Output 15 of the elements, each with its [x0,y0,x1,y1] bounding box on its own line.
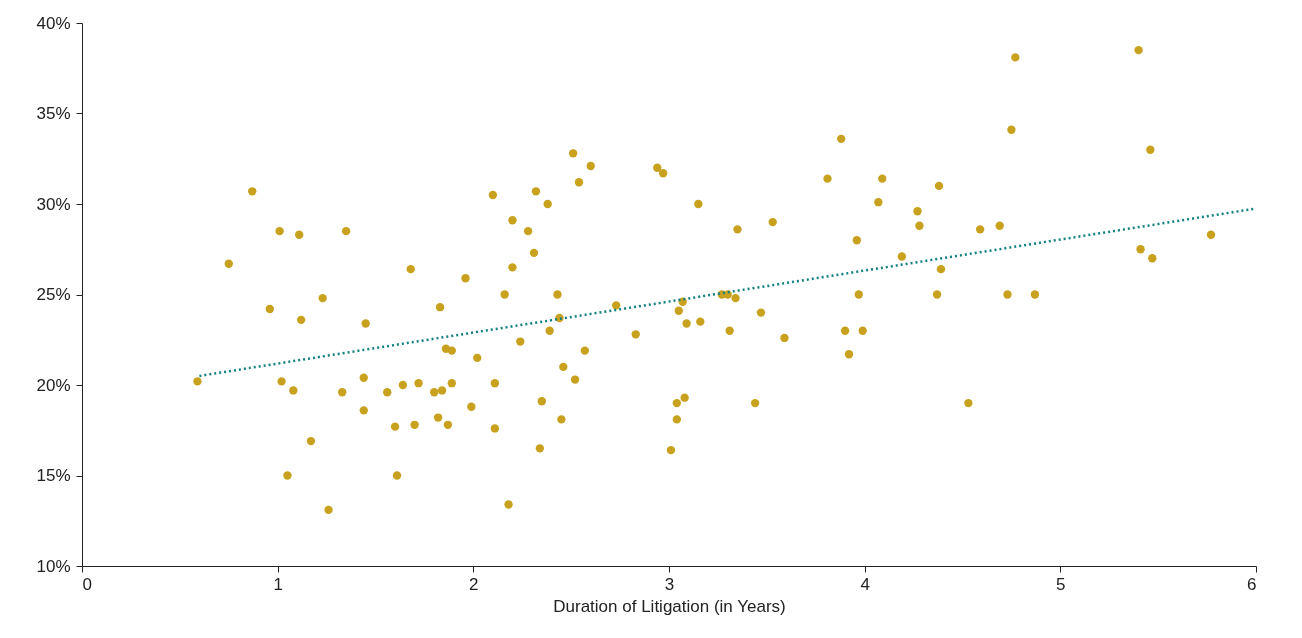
y-tick-label: 20% [36,375,71,395]
y-tick-label: 15% [36,466,71,485]
x-tick-label: 6 [1247,574,1257,594]
x-tick-label: 4 [860,574,870,594]
y-tick-label: 40% [36,13,71,33]
y-tick-label: 10% [36,556,71,576]
x-tick-label: 2 [469,574,479,594]
y-tick-label: 30% [36,194,71,214]
x-tick-label: 3 [664,574,675,594]
y-tick-label: 25% [36,285,71,304]
x-tick-label: 5 [1056,574,1066,594]
x-axis-title: Duration of Litigation (in Years) [553,596,786,616]
x-tick-label: 1 [273,574,283,594]
x-tick-label: 0 [82,574,92,594]
y-tick-label: 35% [36,104,71,123]
